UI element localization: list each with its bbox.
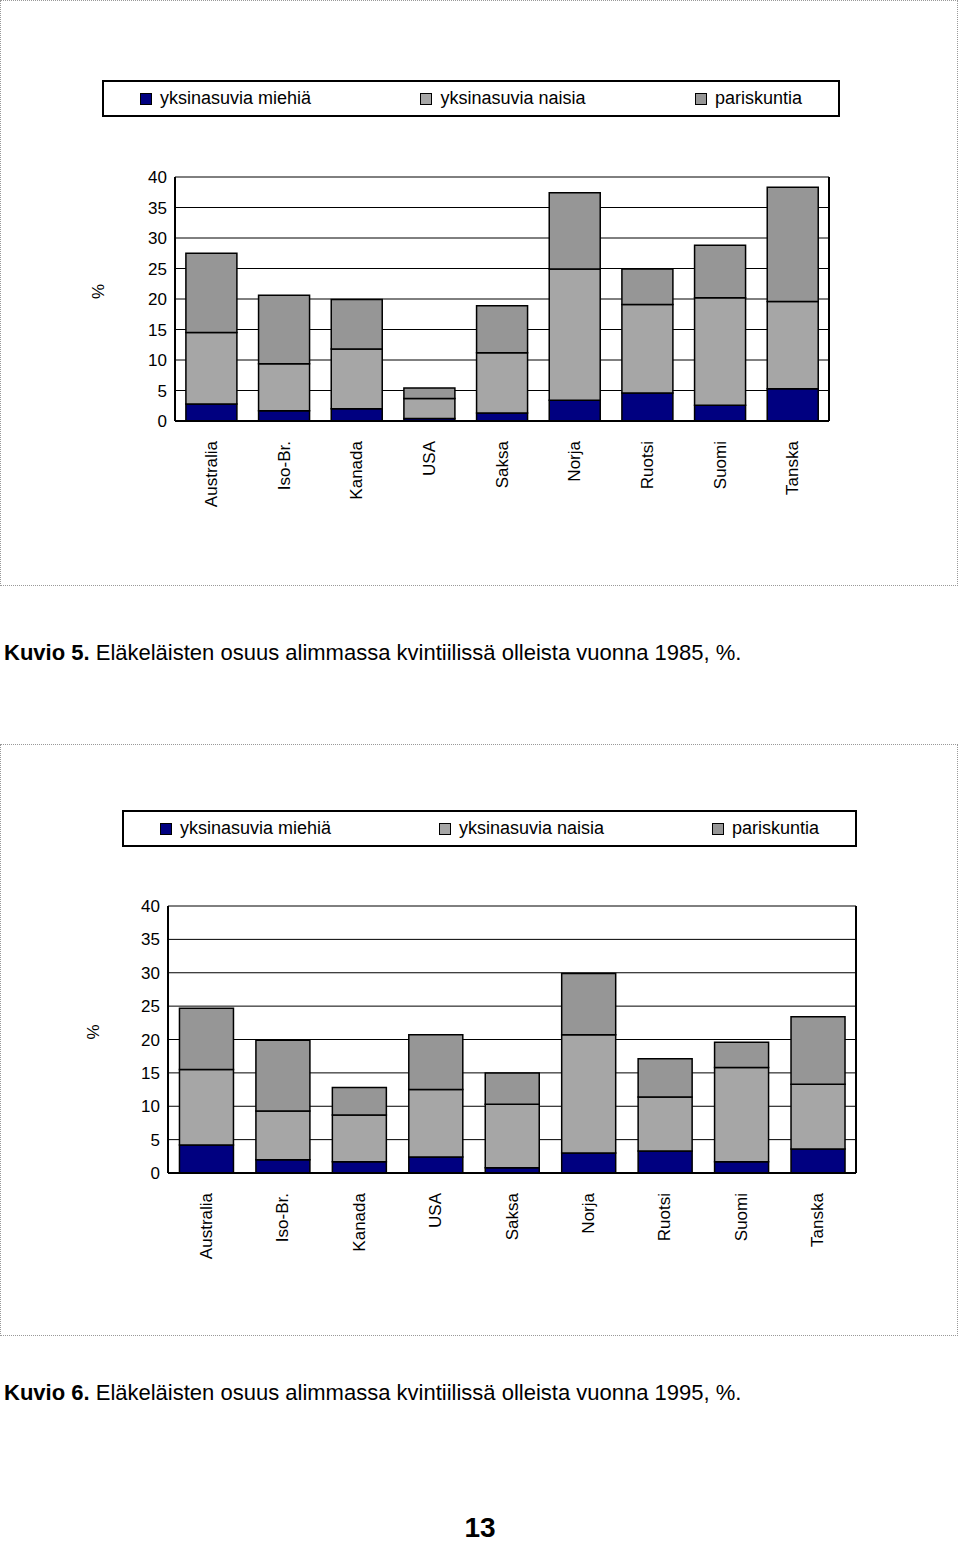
svg-text:Ruotsi: Ruotsi — [655, 1193, 674, 1241]
html-text:yksinasuvia naisia: yksinasuvia naisia — [440, 88, 586, 108]
svg-text:40: 40 — [141, 897, 160, 916]
svg-text:%: % — [85, 1024, 103, 1039]
svg-text:Norja: Norja — [565, 440, 584, 481]
svg-text:15: 15 — [141, 1064, 160, 1083]
svg-text:25: 25 — [148, 260, 167, 279]
html-text:Kuvio 5. Eläkeläisten osuus al: Kuvio 5. Eläkeläisten osuus alimmassa kv… — [4, 640, 742, 665]
svg-text:5: 5 — [151, 1131, 160, 1150]
svg-text:Tanska: Tanska — [808, 1192, 827, 1246]
svg-text:10: 10 — [148, 351, 167, 370]
svg-text:USA: USA — [426, 1192, 445, 1228]
svg-text:Suomi: Suomi — [711, 441, 730, 489]
svg-text:25: 25 — [141, 997, 160, 1016]
svg-text:35: 35 — [141, 930, 160, 949]
svg-text:20: 20 — [148, 290, 167, 309]
svg-text:20: 20 — [141, 1031, 160, 1050]
svg-text:Australia: Australia — [197, 1192, 216, 1259]
svg-text:%: % — [90, 284, 108, 299]
svg-text:Ruotsi: Ruotsi — [638, 441, 657, 489]
svg-text:Australia: Australia — [202, 440, 221, 507]
svg-text:10: 10 — [141, 1097, 160, 1116]
html-text:yksinasuvia miehiä: yksinasuvia miehiä — [160, 88, 312, 108]
svg-text:Saksa: Saksa — [503, 1192, 522, 1240]
svg-text:Kanada: Kanada — [350, 1192, 369, 1251]
svg-text:30: 30 — [148, 229, 167, 248]
svg-text:Iso-Br.: Iso-Br. — [275, 441, 294, 490]
svg-text:40: 40 — [148, 168, 167, 187]
svg-text:30: 30 — [141, 964, 160, 983]
html-text:yksinasuvia naisia: yksinasuvia naisia — [459, 818, 604, 838]
svg-text:15: 15 — [148, 321, 167, 340]
html-text:13: 13 — [464, 1512, 496, 1543]
svg-text:USA: USA — [420, 440, 439, 476]
html-text:pariskuntia: pariskuntia — [714, 88, 802, 108]
svg-text:0: 0 — [151, 1164, 160, 1183]
svg-text:5: 5 — [158, 382, 167, 401]
html-text:yksinasuvia miehiä: yksinasuvia miehiä — [180, 818, 332, 838]
svg-text:Saksa: Saksa — [493, 440, 512, 488]
svg-text:Iso-Br.: Iso-Br. — [273, 1193, 292, 1242]
svg-text:35: 35 — [148, 199, 167, 218]
svg-text:Tanska: Tanska — [783, 440, 802, 494]
svg-text:Kanada: Kanada — [347, 440, 366, 499]
html-text:Kuvio 6. Eläkeläisten osuus al: Kuvio 6. Eläkeläisten osuus alimmassa kv… — [4, 1380, 742, 1405]
svg-text:Suomi: Suomi — [732, 1193, 751, 1241]
html-text:pariskuntia: pariskuntia — [731, 818, 819, 838]
svg-text:0: 0 — [158, 412, 167, 431]
svg-text:Norja: Norja — [579, 1192, 598, 1233]
